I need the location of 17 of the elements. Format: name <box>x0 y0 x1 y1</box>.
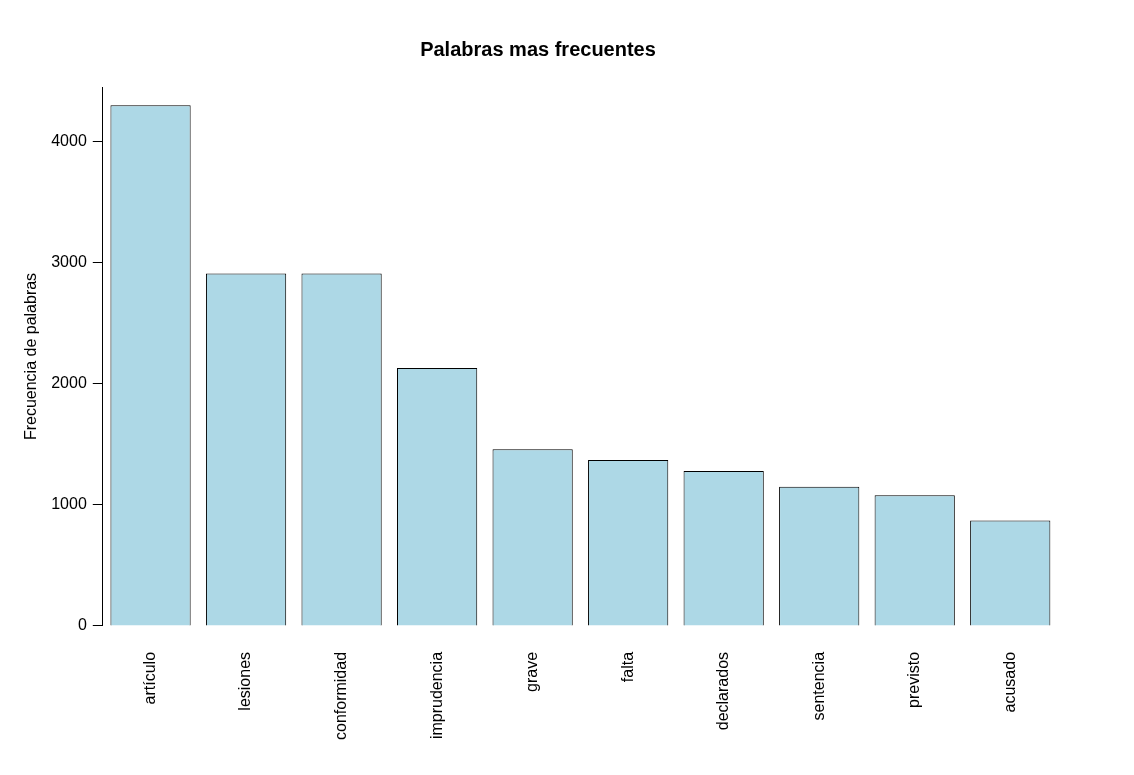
y-tick-label: 3000 <box>51 253 87 271</box>
x-tick-label: grave <box>523 651 541 692</box>
y-tick-label: 2000 <box>51 374 87 392</box>
x-tick-label: artículo <box>140 651 158 705</box>
x-tick-label: lesiones <box>236 651 254 711</box>
x-tick-label: declarados <box>714 651 732 731</box>
x-tick-label: imprudencia <box>427 651 445 740</box>
y-tick-label: 0 <box>77 616 87 634</box>
y-tick-label: 4000 <box>51 131 87 149</box>
x-tick-label: previsto <box>905 651 923 708</box>
y-tick-label: 1000 <box>51 495 87 513</box>
x-tick-label: conformidad <box>332 651 349 740</box>
x-tick-label: falta <box>618 651 636 683</box>
x-tick-label: acusado <box>1000 651 1018 713</box>
y-axis-title: Frecuencia de palabras <box>22 272 40 441</box>
chart-title: Palabras mas frecuentes <box>420 37 656 60</box>
x-tick-label: sentencia <box>809 651 827 721</box>
